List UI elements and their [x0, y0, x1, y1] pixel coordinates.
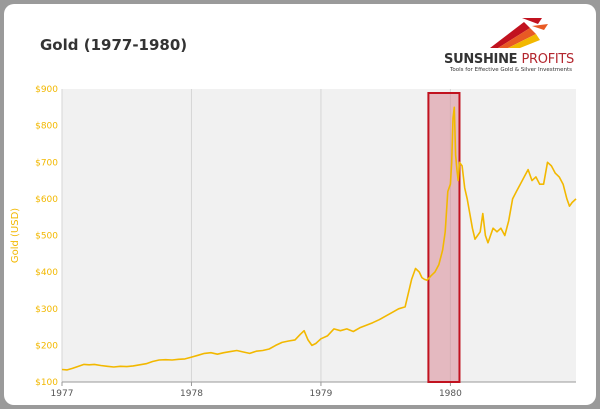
x-tick-label: 1980	[439, 389, 462, 399]
logo-name-part2: PROFITS	[521, 52, 574, 67]
logo-wordmark: SUNSHINE PROFITS	[444, 52, 574, 67]
x-tick-label: 1979	[309, 389, 332, 399]
tick-layer: 1977 1978 1979 1980 $100 $200 $300 $400 $500 $600…	[35, 85, 576, 399]
y-axis-label: Gold (USD)	[10, 208, 21, 263]
sunshine-profits-logo: SUNSHINE PROFITS Tools for Effective Gol…	[444, 14, 594, 76]
logo-name-part1: SUNSHINE	[444, 52, 518, 67]
chart-card: Gold (1977-1980) SUNSHINE PROFITS Tools …	[4, 4, 596, 405]
x-tick-label: 1977	[51, 389, 74, 399]
y-tick-label: $200	[35, 341, 58, 351]
chart-title: Gold (1977-1980)	[40, 36, 188, 54]
y-tick-label: $300	[35, 305, 58, 315]
gold-price-line	[61, 106, 577, 371]
y-tick-label: $400	[35, 268, 58, 278]
y-tick-label: $800	[35, 122, 58, 132]
logo-tagline: Tools for Effective Gold & Silver Invest…	[450, 67, 572, 73]
sunrise-arrows-logo-icon	[490, 18, 548, 48]
gold-price-chart: 1977 1978 1979 1980 $100 $200 $300 $400 $500 $600…	[10, 85, 577, 399]
y-tick-label: $600	[35, 195, 58, 205]
y-tick-label: $100	[35, 378, 58, 388]
y-tick-label: $700	[35, 158, 58, 168]
y-tick-label: $500	[35, 232, 58, 242]
y-tick-label: $900	[35, 85, 58, 95]
plot-area	[62, 89, 576, 382]
x-tick-label: 1978	[180, 389, 203, 399]
